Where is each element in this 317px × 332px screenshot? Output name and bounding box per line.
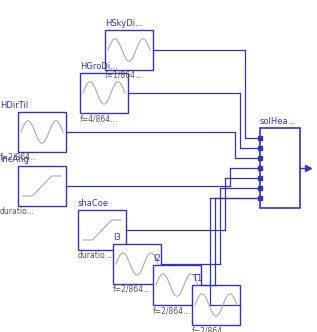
Bar <box>113 244 161 284</box>
Text: f=2/864...: f=2/864... <box>153 306 191 315</box>
Text: I3: I3 <box>113 233 121 242</box>
Text: shaCoe: shaCoe <box>78 199 109 208</box>
Bar <box>153 265 201 305</box>
Bar <box>18 166 66 206</box>
Bar <box>18 112 66 152</box>
Text: I2: I2 <box>153 254 161 263</box>
Text: HGroDi...: HGroDi... <box>80 62 118 71</box>
Bar <box>78 210 126 250</box>
Text: incAng: incAng <box>0 155 29 164</box>
Text: duratio...: duratio... <box>0 207 35 216</box>
Text: HSkyDi...: HSkyDi... <box>105 19 143 28</box>
Text: f=4/864...: f=4/864... <box>80 114 118 123</box>
Text: f=2/864...: f=2/864... <box>192 326 230 332</box>
Text: T1: T1 <box>192 274 202 283</box>
Bar <box>260 128 300 208</box>
Text: duratio...: duratio... <box>78 251 113 260</box>
Text: solHea...: solHea... <box>260 117 296 126</box>
Bar <box>192 285 240 325</box>
Text: HDirTil: HDirTil <box>0 101 28 110</box>
Bar <box>80 73 128 113</box>
Text: f=2/864...: f=2/864... <box>0 153 38 162</box>
Bar <box>105 30 153 70</box>
Text: f=2/864...: f=2/864... <box>113 285 151 294</box>
Text: f=1/864...: f=1/864... <box>105 71 143 80</box>
